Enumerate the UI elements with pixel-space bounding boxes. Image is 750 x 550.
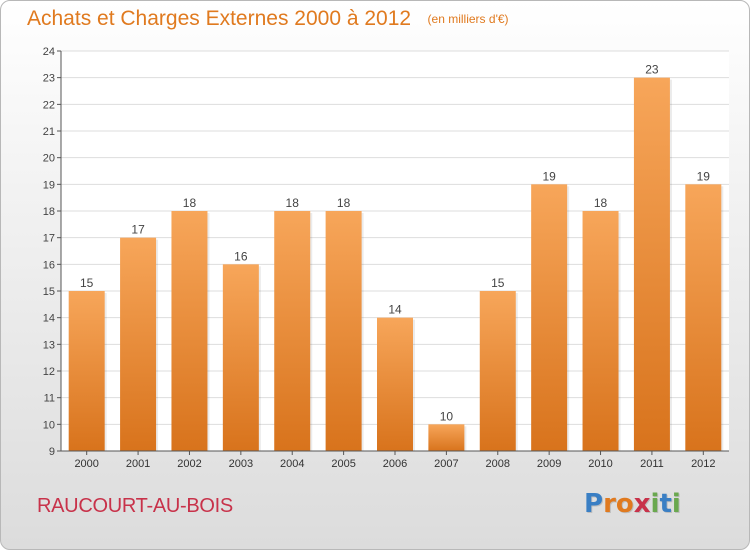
bar (377, 317, 413, 451)
data-label: 15 (491, 276, 505, 290)
x-tick-label: 2012 (691, 458, 715, 470)
data-label: 18 (286, 196, 300, 210)
logo-letter: x (633, 489, 651, 519)
x-tick-label: 2006 (383, 458, 407, 470)
y-tick-label: 24 (43, 46, 55, 58)
bar (171, 211, 208, 451)
x-tick-label: 2002 (177, 458, 201, 470)
y-tick-label: 14 (43, 313, 55, 325)
data-label: 18 (337, 196, 351, 210)
bar (428, 424, 465, 451)
data-label: 14 (388, 303, 402, 317)
logo-letter: t (659, 489, 672, 519)
y-tick-label: 11 (44, 393, 55, 405)
logo-letter: P (584, 489, 604, 519)
logo-letter: i (671, 489, 681, 519)
data-label: 18 (594, 196, 608, 210)
logo-letter: i (650, 489, 660, 519)
logo-letter: o (615, 489, 634, 519)
bar (68, 291, 105, 451)
y-tick-label: 21 (43, 126, 55, 138)
bars: 15 17 18 16 18 18 14 10 15 19 18 23 19 (68, 63, 724, 452)
bar (685, 184, 722, 452)
x-tick-label: 2005 (331, 458, 355, 470)
y-tick-label: 18 (43, 206, 55, 218)
x-tick-label: 2007 (434, 458, 458, 470)
bar (120, 237, 157, 451)
axes: 9 10 11 12 13 14 15 16 17 18 19 20 21 22 23 24 2000 2001 2… (43, 46, 729, 470)
y-tick-label: 17 (43, 233, 55, 245)
y-tick-label: 16 (43, 259, 55, 271)
x-tick-label: 2000 (74, 458, 98, 470)
bar (531, 184, 568, 452)
logo-letter: r (603, 489, 616, 519)
bar (633, 77, 670, 452)
x-tick-label: 2003 (229, 458, 253, 470)
x-tick-label: 2010 (588, 458, 612, 470)
y-tick-label: 12 (43, 366, 55, 378)
data-label: 17 (131, 223, 145, 237)
x-tick-label: 2004 (280, 458, 304, 470)
data-label: 15 (80, 276, 94, 290)
y-tick-label: 20 (43, 153, 55, 165)
x-tick-label: 2011 (640, 458, 664, 470)
bar (479, 291, 516, 451)
x-tick-label: 2008 (486, 458, 510, 470)
x-tick-label: 2001 (126, 458, 150, 470)
y-tick-label: 10 (43, 419, 55, 431)
data-label: 19 (542, 169, 556, 183)
chart-header: Achats et Charges Externes 2000 à 2012 (… (27, 7, 509, 31)
bar (582, 211, 619, 451)
proxiti-logo[interactable]: Proxiti (584, 489, 681, 519)
y-tick-label: 22 (43, 99, 55, 111)
y-tick-label: 9 (49, 446, 55, 458)
data-label: 19 (697, 169, 711, 183)
y-tick-label: 15 (43, 286, 55, 298)
y-tick-label: 23 (43, 73, 55, 85)
data-label: 23 (645, 63, 659, 77)
y-tick-label: 19 (43, 179, 55, 191)
chart-unit: (en milliers d'€) (427, 12, 509, 26)
bar (274, 211, 311, 451)
commune-name: RAUCOURT-AU-BOIS (37, 495, 233, 517)
data-label: 10 (440, 409, 454, 423)
data-label: 18 (183, 196, 197, 210)
x-tick-label: 2009 (537, 458, 561, 470)
bar (325, 211, 362, 451)
y-tick-label: 13 (43, 339, 55, 351)
bar (222, 264, 259, 451)
data-label: 16 (234, 249, 248, 263)
chart-title: Achats et Charges Externes 2000 à 2012 (27, 7, 412, 30)
